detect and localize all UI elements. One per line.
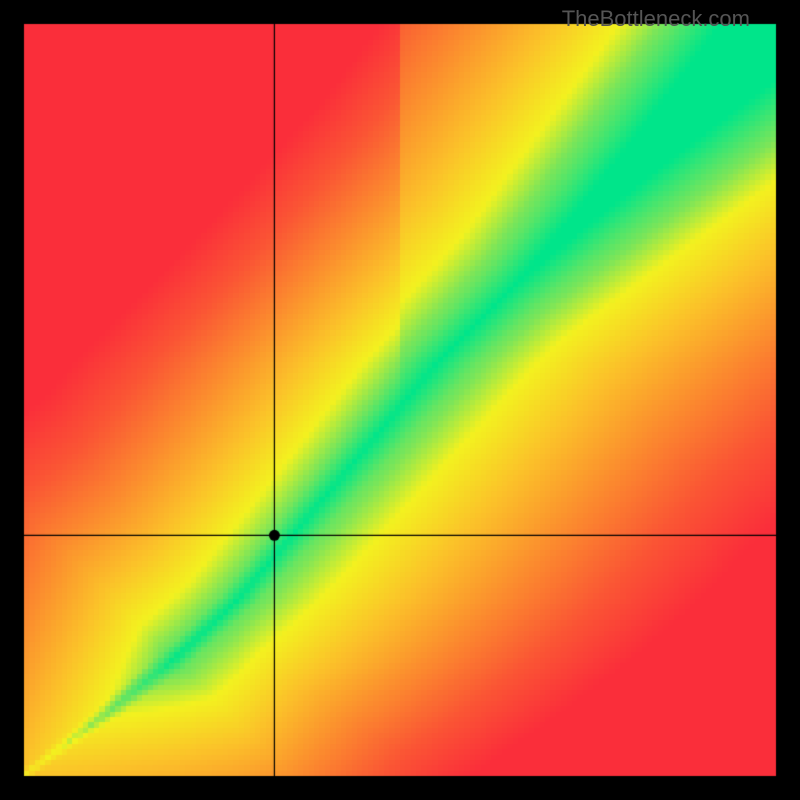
heatmap-canvas <box>0 0 800 800</box>
watermark-text: TheBottleneck.com <box>562 6 750 32</box>
chart-container: TheBottleneck.com <box>0 0 800 800</box>
